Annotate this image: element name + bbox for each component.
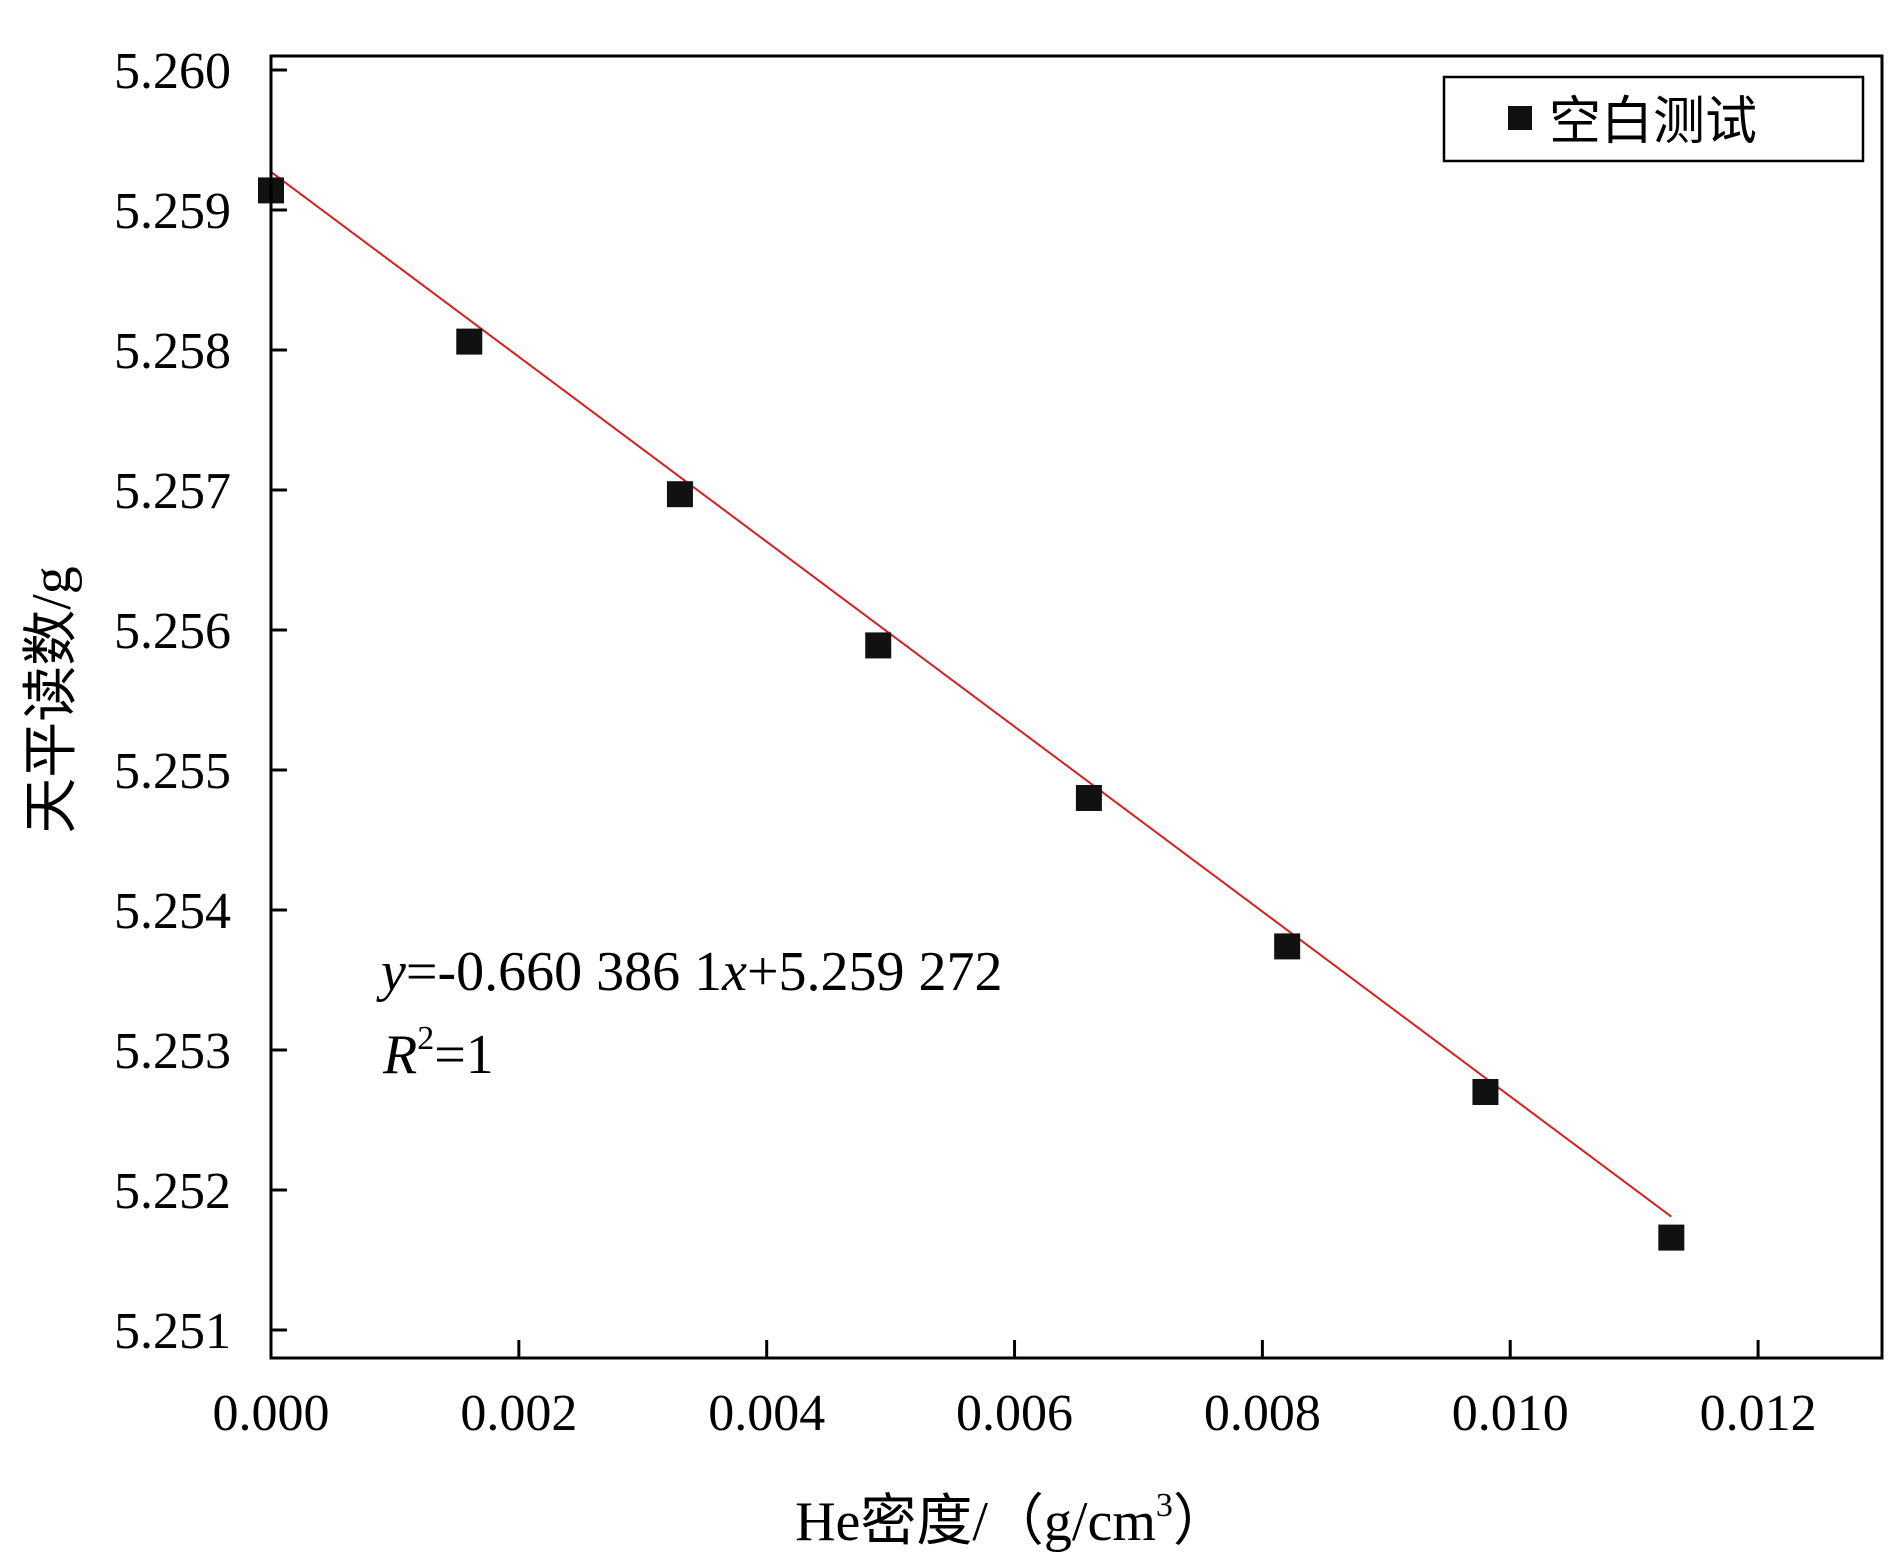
y-tick-label: 5.252 bbox=[114, 1163, 231, 1220]
data-points bbox=[258, 177, 1685, 1251]
data-point bbox=[1274, 933, 1301, 960]
x-tick-label: 0.006 bbox=[956, 1385, 1073, 1442]
x-tick-label: 0.000 bbox=[213, 1385, 330, 1442]
y-tick-label: 5.260 bbox=[114, 43, 231, 100]
x-tick-label: 0.010 bbox=[1452, 1385, 1569, 1442]
x-tick-label: 0.004 bbox=[708, 1385, 825, 1442]
plot-frame bbox=[269, 54, 1884, 1360]
x-axis-title: He密度/（g/cm3） bbox=[795, 1487, 1229, 1553]
y-tick-label: 5.258 bbox=[114, 323, 231, 380]
y-tick-label: 5.253 bbox=[114, 1023, 231, 1080]
fit-equation: y=-0.660 386 1x+5.259 272 bbox=[376, 941, 1003, 1003]
y-axis-ticks: 5.251 5.252 5.253 5.254 5.255 5.256 5.257 5.258… bbox=[114, 43, 287, 1360]
y-tick-label: 5.254 bbox=[114, 883, 231, 940]
y-tick-label: 5.256 bbox=[114, 603, 231, 660]
y-axis-title: 天平读数/g bbox=[21, 566, 83, 834]
y-tick-label: 5.259 bbox=[114, 183, 231, 240]
data-point bbox=[1472, 1079, 1499, 1105]
data-point bbox=[865, 632, 892, 659]
y-tick-label: 5.257 bbox=[114, 463, 231, 520]
data-point bbox=[1075, 785, 1102, 811]
fit-line-layer bbox=[270, 171, 1672, 1218]
x-axis-ticks: 0.000 0.002 0.004 0.006 0.008 0.010 0.012 bbox=[213, 1340, 1817, 1442]
x-tick-label: 0.012 bbox=[1700, 1385, 1817, 1442]
x-tick-label: 0.008 bbox=[1204, 1385, 1321, 1442]
data-point bbox=[1658, 1224, 1685, 1251]
legend: 空白测试 bbox=[1442, 75, 1865, 163]
data-point bbox=[456, 328, 483, 355]
y-tick-label: 5.251 bbox=[114, 1303, 231, 1360]
legend-marker bbox=[1508, 106, 1532, 130]
r-squared: R2=1 bbox=[382, 1020, 494, 1086]
y-tick-label: 5.255 bbox=[114, 743, 231, 800]
data-point bbox=[666, 481, 693, 508]
x-tick-label: 0.002 bbox=[460, 1385, 577, 1442]
fit-line bbox=[270, 171, 1672, 1218]
legend-label: 空白测试 bbox=[1549, 92, 1757, 152]
